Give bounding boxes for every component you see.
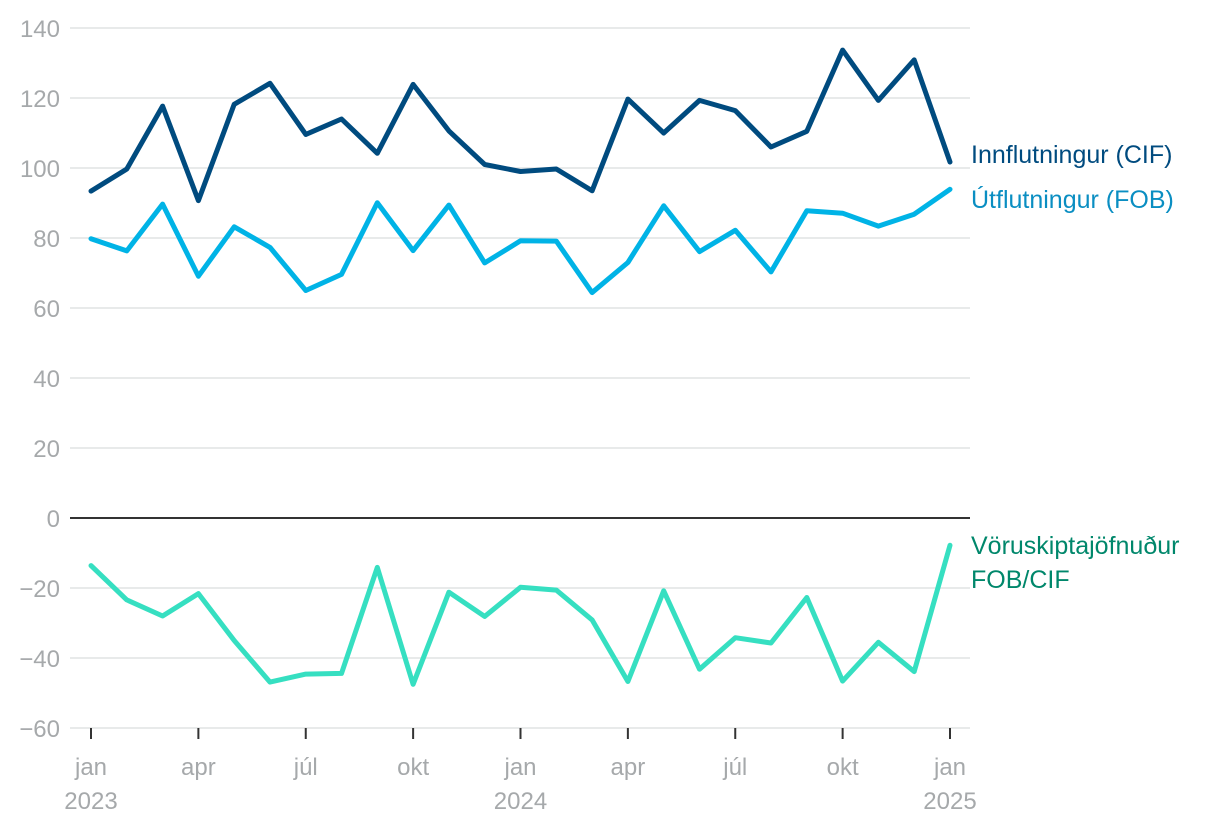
x-tick-label: okt xyxy=(397,754,429,781)
y-tick-label: −40 xyxy=(19,646,60,673)
y-tick-label: 80 xyxy=(33,226,60,253)
series-label: Vöruskiptajöfnuður xyxy=(971,532,1179,560)
x-tick-label: apr xyxy=(611,754,646,781)
x-axis: jan 2023 apr júl okt jan 2024 apr júl okt jan 2025 xyxy=(64,728,977,815)
series-line-2 xyxy=(88,542,953,687)
x-tick-year-label: 2023 xyxy=(64,788,117,815)
grid-lines xyxy=(70,27,970,729)
y-tick-label: 40 xyxy=(33,366,60,393)
series-line-0 xyxy=(88,47,953,204)
x-tick-label: júl xyxy=(293,754,318,781)
x-tick-label: jan xyxy=(503,754,536,781)
y-tick-label: 120 xyxy=(20,86,60,113)
x-tick-label: apr xyxy=(181,754,216,781)
y-axis-ticks: 140 120 100 80 60 40 20 0 −20 −40 −60 xyxy=(19,16,60,743)
y-tick-label: 100 xyxy=(20,156,60,183)
series-label: Innflutningur (CIF) xyxy=(971,141,1172,169)
y-tick-label: −60 xyxy=(19,716,60,743)
y-tick-label: −20 xyxy=(19,576,60,603)
y-tick-label: 20 xyxy=(33,436,60,463)
series-labels: Innflutningur (CIF) Útflutningur (FOB) Vör… xyxy=(971,141,1179,594)
y-tick-label: 60 xyxy=(33,296,60,323)
series-line-1 xyxy=(88,186,953,296)
x-tick-label: júl xyxy=(722,754,747,781)
x-tick-year-label: 2025 xyxy=(923,788,976,815)
x-tick-label: jan xyxy=(74,754,107,781)
series-label: Útflutningur (FOB) xyxy=(971,185,1174,214)
series-lines xyxy=(88,47,953,687)
x-tick-label: jan xyxy=(933,754,966,781)
y-tick-label: 140 xyxy=(20,16,60,43)
series-label: FOB/CIF xyxy=(971,566,1070,594)
y-tick-label: 0 xyxy=(47,506,60,533)
x-tick-label: okt xyxy=(827,754,859,781)
x-tick-year-label: 2024 xyxy=(494,788,547,815)
